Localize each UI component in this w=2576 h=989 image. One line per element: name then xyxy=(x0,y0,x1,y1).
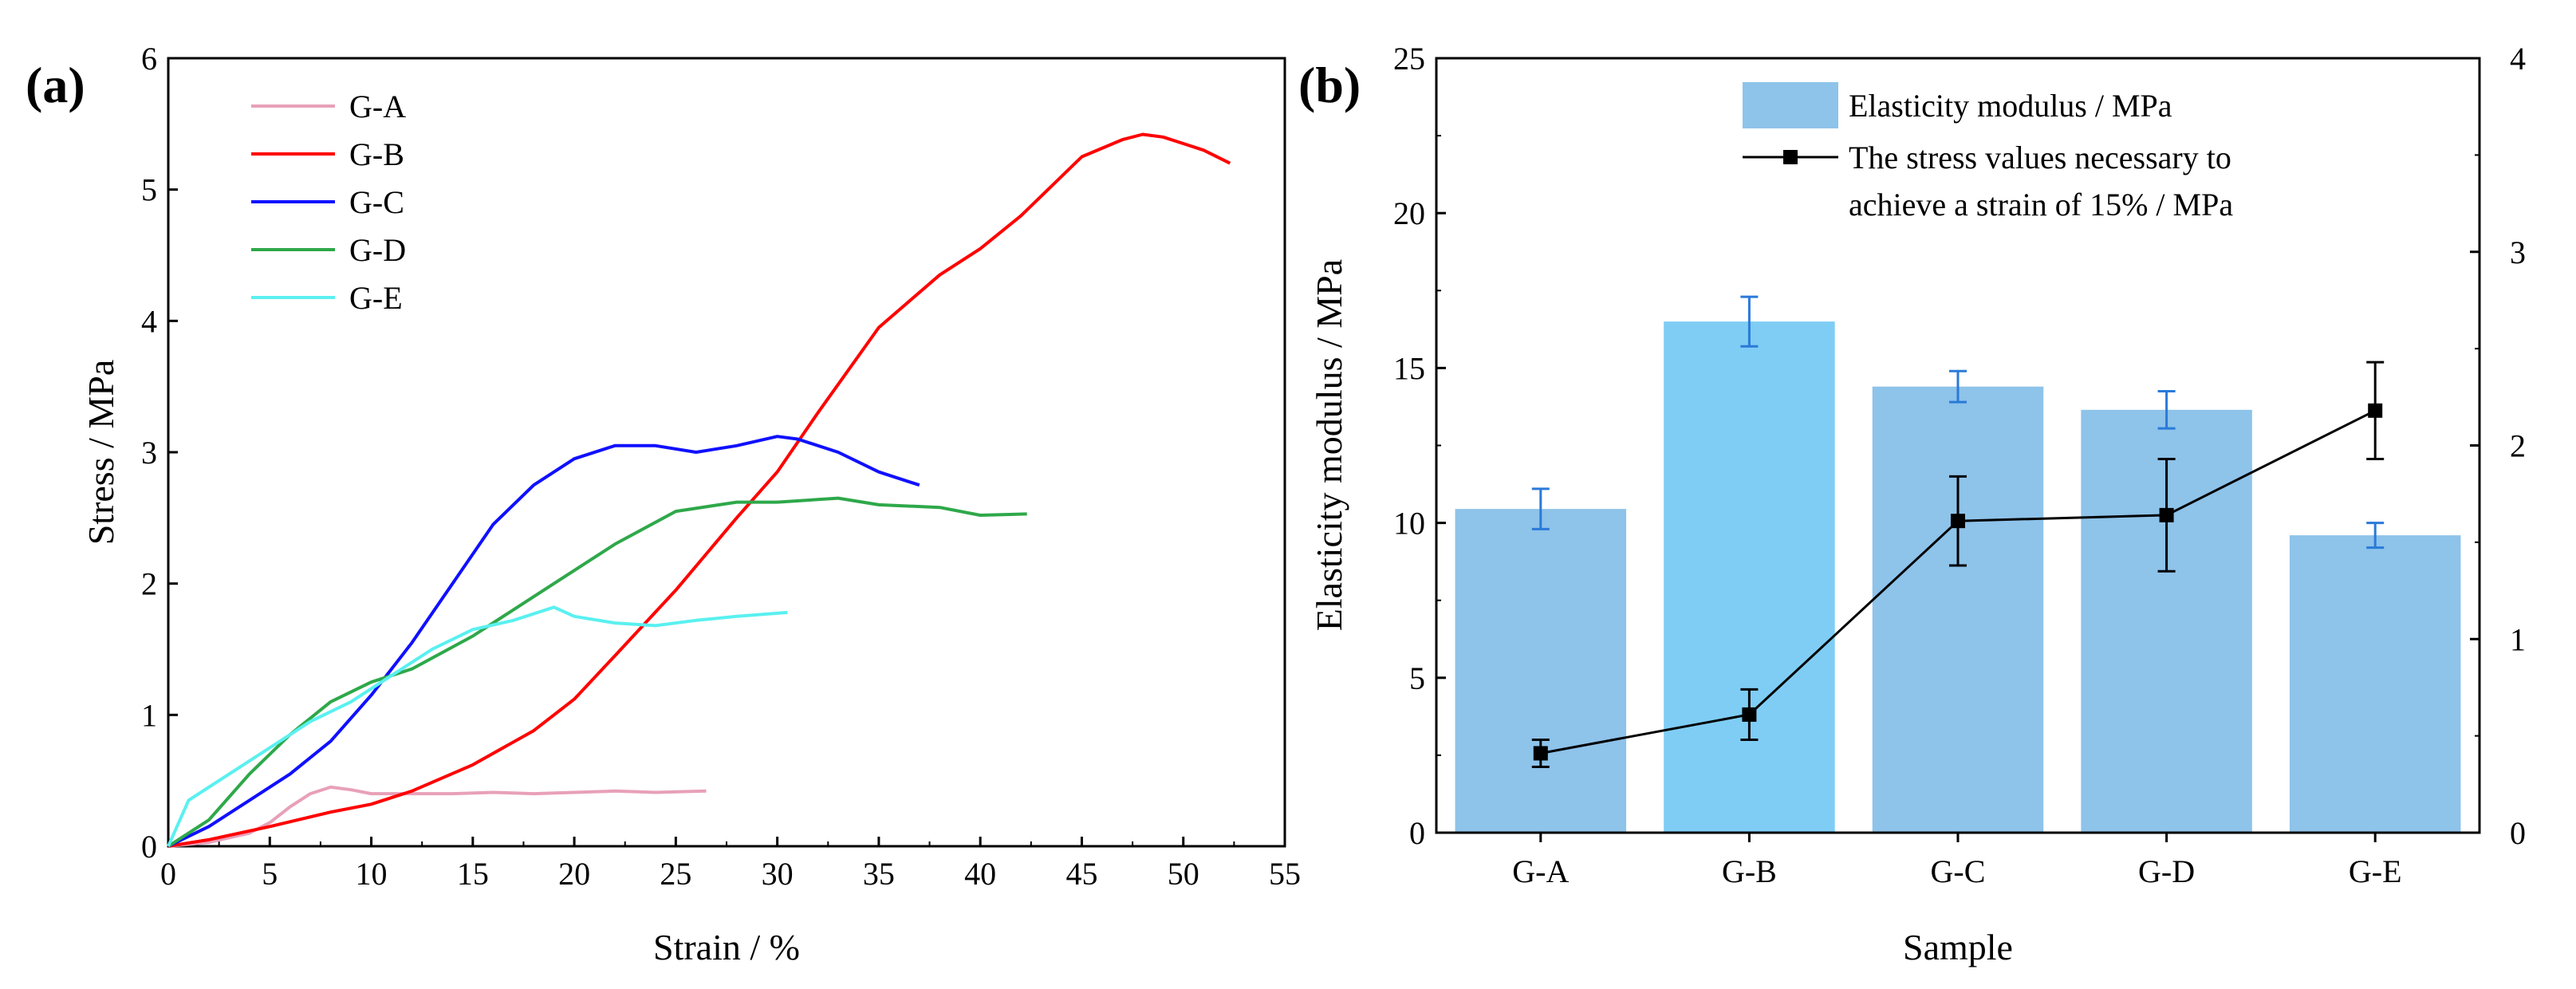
y-tick-label: 25 xyxy=(1393,41,1425,77)
y-tick-label: 20 xyxy=(1393,195,1425,231)
legend-label: G-A xyxy=(349,89,406,124)
y2-tick-label: 4 xyxy=(2510,41,2526,77)
legend-line-marker xyxy=(1783,150,1798,164)
bar-g-b xyxy=(1664,321,1835,833)
panel-b-chart: (b) 0 5 10 15 20 25 0 1 2 3 4 G-A G-B G-C G-D G-E Elast… xyxy=(1298,41,2526,967)
bar-g-c xyxy=(1872,386,2044,833)
panel-a-y-axis-label: Stress / MPa xyxy=(81,360,121,546)
panel-a-plot-frame xyxy=(167,57,1286,848)
y-tick-label: 4 xyxy=(141,303,157,339)
y2-tick-label: 2 xyxy=(2510,428,2526,464)
legend-label: G-E xyxy=(349,280,403,316)
stress-point-g-b xyxy=(1742,707,1757,722)
panel-a-label: (a) xyxy=(26,57,85,113)
x-tick-label: 0 xyxy=(160,856,176,892)
y-tick-label: 0 xyxy=(141,829,157,865)
y2-tick-label: 1 xyxy=(2510,621,2526,657)
x-tick-label: G-D xyxy=(2138,853,2195,889)
series-line-g-a xyxy=(167,785,707,848)
x-tick-label: G-B xyxy=(1722,853,1777,889)
panel-b-stress-line xyxy=(1531,361,2385,768)
bar-g-a xyxy=(1455,509,1627,833)
panel-b-y-axis-label: Elasticity modulus / MPa xyxy=(1309,259,1349,631)
x-tick-label: 30 xyxy=(762,856,794,892)
x-tick-label: 25 xyxy=(660,856,691,892)
y-tick-label: 1 xyxy=(141,697,157,733)
x-tick-label: 40 xyxy=(964,856,996,892)
stress-point-g-e xyxy=(2368,403,2383,418)
x-tick-label: G-C xyxy=(1931,853,1986,889)
panel-b-label: (b) xyxy=(1298,57,1361,113)
stress-point-g-c xyxy=(1951,514,1965,529)
panel-a-series-lines xyxy=(167,132,1231,848)
y2-tick-label: 3 xyxy=(2510,234,2526,270)
y-tick-label: 5 xyxy=(141,172,157,208)
legend-bar-swatch xyxy=(1743,82,1838,128)
y-tick-label: 0 xyxy=(1409,815,1425,851)
panel-a-legend: G-A G-B G-C G-D G-E xyxy=(251,89,406,316)
x-tick-label: 10 xyxy=(356,856,388,892)
panel-b-bars xyxy=(1455,295,2461,833)
series-line-g-c xyxy=(167,435,920,848)
y-tick-label: 2 xyxy=(141,566,157,602)
y-tick-label: 3 xyxy=(141,435,157,471)
legend-label: G-B xyxy=(349,136,404,172)
y-tick-label: 6 xyxy=(141,41,157,77)
y-tick-label: 10 xyxy=(1393,506,1425,542)
x-tick-label: 5 xyxy=(262,856,278,892)
x-tick-label: 35 xyxy=(863,856,895,892)
stress-point-g-d xyxy=(2159,507,2174,522)
legend-bar-label: Elasticity modulus / MPa xyxy=(1849,88,2172,124)
panel-b-axes-ticks: 0 5 10 15 20 25 0 1 2 3 4 G-A G-B G-C G-D G-E xyxy=(1393,41,2526,889)
legend-label: G-D xyxy=(349,232,406,268)
legend-label: G-C xyxy=(349,184,404,220)
y-tick-label: 5 xyxy=(1409,660,1425,696)
x-tick-label: 50 xyxy=(1168,856,1199,892)
panel-a-x-axis-label: Strain / % xyxy=(653,927,800,967)
panel-b-legend: Elasticity modulus / MPa The stress value… xyxy=(1743,82,2233,223)
x-tick-label: 20 xyxy=(558,856,590,892)
x-tick-label: 15 xyxy=(457,856,489,892)
series-line-g-e xyxy=(167,605,788,847)
legend-line-label-line2: achieve a strain of 15% / MPa xyxy=(1849,187,2233,223)
legend-line-label-line1: The stress values necessary to xyxy=(1849,140,2231,175)
x-tick-label: G-E xyxy=(2349,853,2402,889)
series-line-g-b xyxy=(167,132,1231,848)
y-tick-label: 15 xyxy=(1393,350,1425,386)
x-tick-label: 45 xyxy=(1065,856,1097,892)
stress-point-g-a xyxy=(1533,746,1548,761)
x-tick-label: 55 xyxy=(1269,856,1301,892)
panel-b-x-axis-label: Sample xyxy=(1903,927,2013,967)
y2-tick-label: 0 xyxy=(2510,815,2526,851)
bar-g-e xyxy=(2289,535,2461,833)
x-tick-label: G-A xyxy=(1512,853,1569,889)
